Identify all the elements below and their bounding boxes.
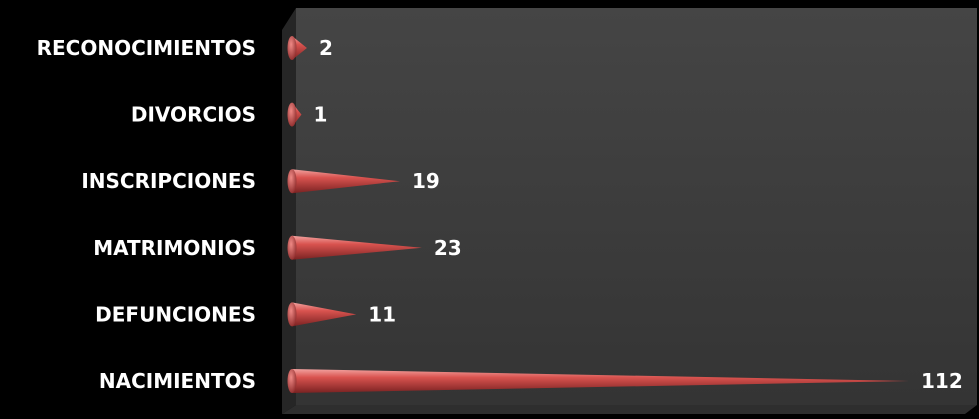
- data-label: 23: [434, 236, 462, 260]
- bar-defunciones: [287, 302, 357, 327]
- plot-area: [282, 8, 977, 414]
- category-label: MATRIMONIOS: [93, 236, 256, 260]
- category-label: NACIMIENTOS: [99, 369, 256, 393]
- cone-body: [292, 235, 422, 260]
- plot-floor: [282, 405, 977, 414]
- bar-divorcios: [287, 102, 302, 127]
- cone-body: [292, 169, 400, 194]
- data-label: 11: [368, 302, 396, 326]
- plot-back-wall: [296, 8, 977, 405]
- category-label: DIVORCIOS: [131, 103, 256, 127]
- data-label: 112: [921, 369, 963, 393]
- cone-base: [287, 36, 297, 60]
- plot-side-wall: [282, 8, 296, 414]
- category-label: DEFUNCIONES: [95, 302, 256, 326]
- category-labels: RECONOCIMIENTOS DIVORCIOS INSCRIPCIONES MAT…: [37, 36, 256, 393]
- bar-inscripciones: [287, 169, 400, 194]
- bar-nacimientos: [287, 369, 909, 393]
- data-label: 2: [319, 36, 333, 60]
- cone-body: [292, 302, 357, 327]
- cone-base: [287, 302, 297, 327]
- cone-base: [287, 369, 297, 393]
- data-label: 1: [313, 103, 327, 127]
- cone-body: [292, 369, 909, 393]
- bar-reconocimientos: [287, 36, 307, 60]
- cone-base: [287, 169, 297, 194]
- category-label: INSCRIPCIONES: [81, 169, 256, 193]
- bar-matrimonios: [287, 235, 422, 260]
- data-labels: 2 1 19 23 11 112: [313, 36, 962, 393]
- cone-base: [287, 235, 297, 260]
- data-label: 19: [412, 169, 440, 193]
- cone-base: [287, 102, 297, 127]
- category-label: RECONOCIMIENTOS: [37, 36, 256, 60]
- bars: [287, 36, 909, 393]
